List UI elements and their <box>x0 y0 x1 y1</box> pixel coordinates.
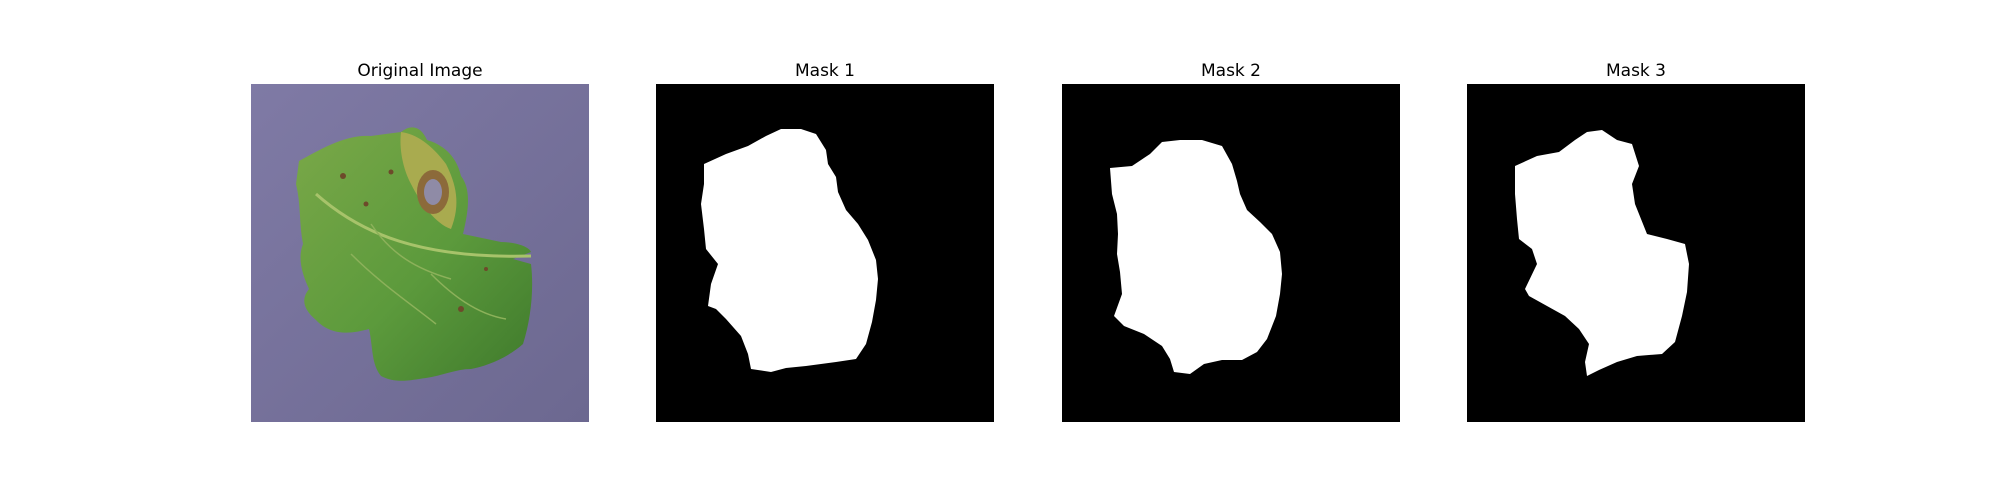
mask-3-image <box>1467 84 1805 422</box>
mask-1-image <box>656 84 994 422</box>
panel-title-mask-1: Mask 1 <box>794 61 855 81</box>
panel-title-mask-2: Mask 2 <box>1200 61 1261 81</box>
original-leaf-image <box>251 84 589 422</box>
panel-mask-1: Mask 1 <box>656 58 994 422</box>
panel-original-image: Original Image <box>251 58 589 422</box>
panel-title-mask-3: Mask 3 <box>1605 61 1666 81</box>
leaf <box>296 127 533 381</box>
panel-mask-3: Mask 3 <box>1467 58 1805 422</box>
mask-1-foreground <box>701 129 878 372</box>
mask-2-foreground <box>1110 140 1282 374</box>
panel-title-original-image: Original Image <box>357 61 483 81</box>
panel-mask-2: Mask 2 <box>1062 58 1400 422</box>
mask-3-foreground <box>1515 130 1689 376</box>
mask-2-image <box>1062 84 1400 422</box>
leaf-vein <box>315 192 532 258</box>
